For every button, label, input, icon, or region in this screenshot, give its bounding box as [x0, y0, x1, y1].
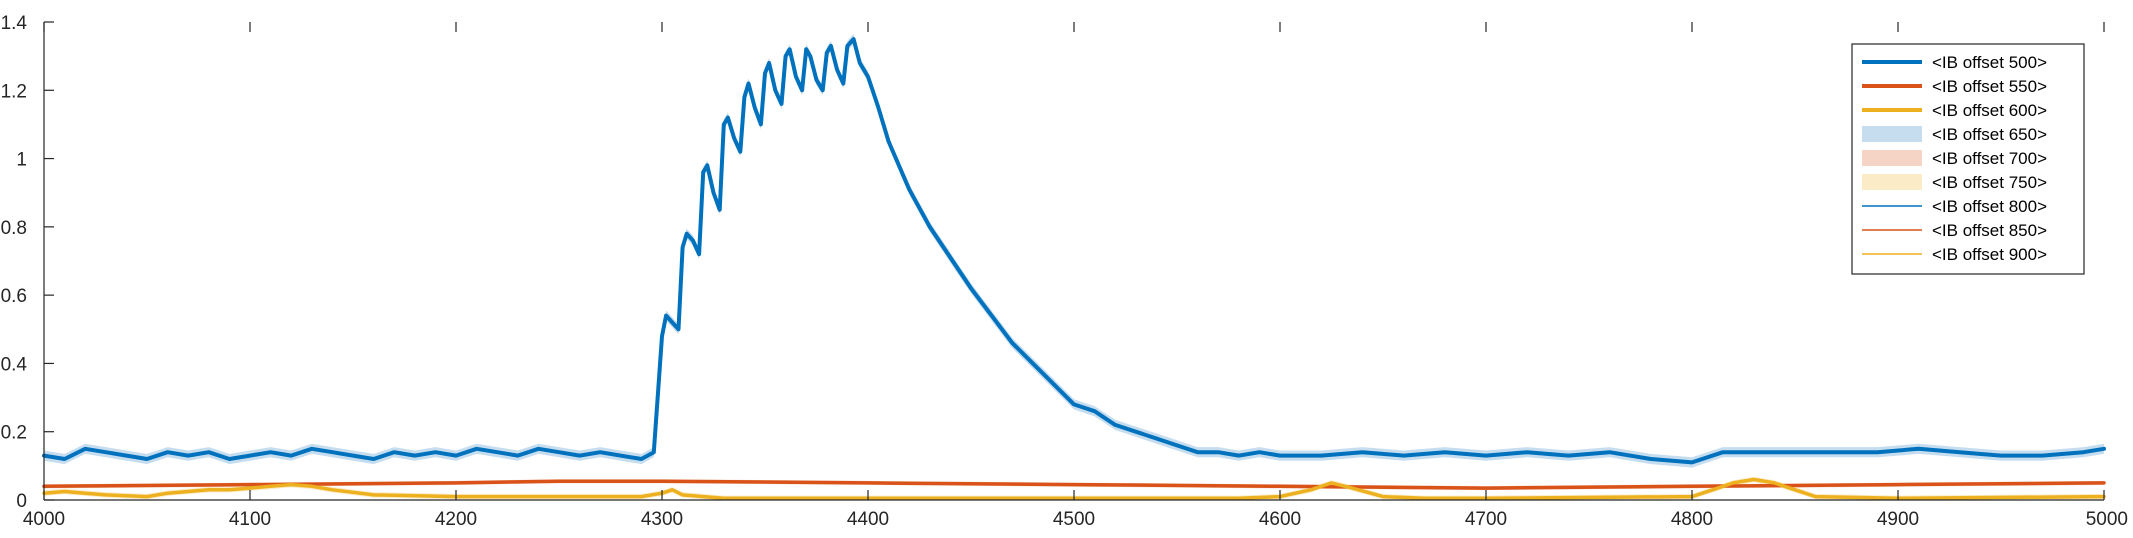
y-tick-label: 1.2 — [1, 81, 27, 102]
legend-label: <IB offset 800> — [1932, 197, 2047, 216]
x-tick-label: 4300 — [641, 509, 683, 530]
x-tick-label: 4600 — [1259, 509, 1301, 530]
y-tick-label: 0.2 — [1, 423, 27, 444]
legend-label: <IB offset 550> — [1932, 77, 2047, 96]
legend-swatch — [1862, 126, 1922, 142]
series-lines — [42, 37, 2106, 501]
x-tick-label: 4400 — [847, 509, 889, 530]
legend-label: <IB offset 500> — [1932, 53, 2047, 72]
legend-label: <IB offset 650> — [1932, 125, 2047, 144]
legend-swatch — [1862, 150, 1922, 166]
x-tick-label: 5000 — [2086, 509, 2128, 530]
y-tick-label: 1 — [16, 150, 27, 171]
y-tick-label: 0.6 — [1, 286, 27, 307]
x-tick-label: 4700 — [1465, 509, 1507, 530]
x-tick-label: 4500 — [1053, 509, 1095, 530]
legend: <IB offset 500> <IB offset 550> <IB offset… — [1851, 43, 2085, 275]
axes — [43, 22, 2104, 501]
series-2-line — [42, 479, 2106, 490]
x-tick-label: 4200 — [435, 509, 477, 530]
legend-label: <IB offset 750> — [1932, 173, 2047, 192]
legend-label: <IB offset 600> — [1932, 101, 2047, 120]
y-axis-ticks: 0 0.2 0.4 0.6 0.8 1 1.2 1.4 — [1, 13, 54, 512]
y-tick-label: 0.4 — [1, 354, 28, 375]
legend-swatch — [1862, 174, 1922, 190]
legend-label: <IB offset 900> — [1932, 245, 2047, 264]
y-tick-label: 0.8 — [1, 218, 27, 239]
x-tick-label: 4100 — [229, 509, 271, 530]
x-tick-label: 4000 — [23, 509, 65, 530]
legend-label: <IB offset 700> — [1932, 149, 2047, 168]
y-tick-label: 1.4 — [1, 13, 28, 34]
confidence-bands — [44, 33, 2104, 500]
legend-label: <IB offset 850> — [1932, 221, 2047, 240]
series-3-band — [44, 476, 2104, 500]
y-tick-label: 0 — [16, 491, 27, 512]
x-tick-label: 4800 — [1671, 509, 1713, 530]
x-axis-ticks: 4000 4100 4200 4300 4400 4500 4600 4700 4800 4900… — [23, 22, 2128, 530]
x-tick-label: 4900 — [1877, 509, 1919, 530]
series-1-line — [42, 37, 2106, 465]
series-3-line — [42, 477, 2106, 501]
